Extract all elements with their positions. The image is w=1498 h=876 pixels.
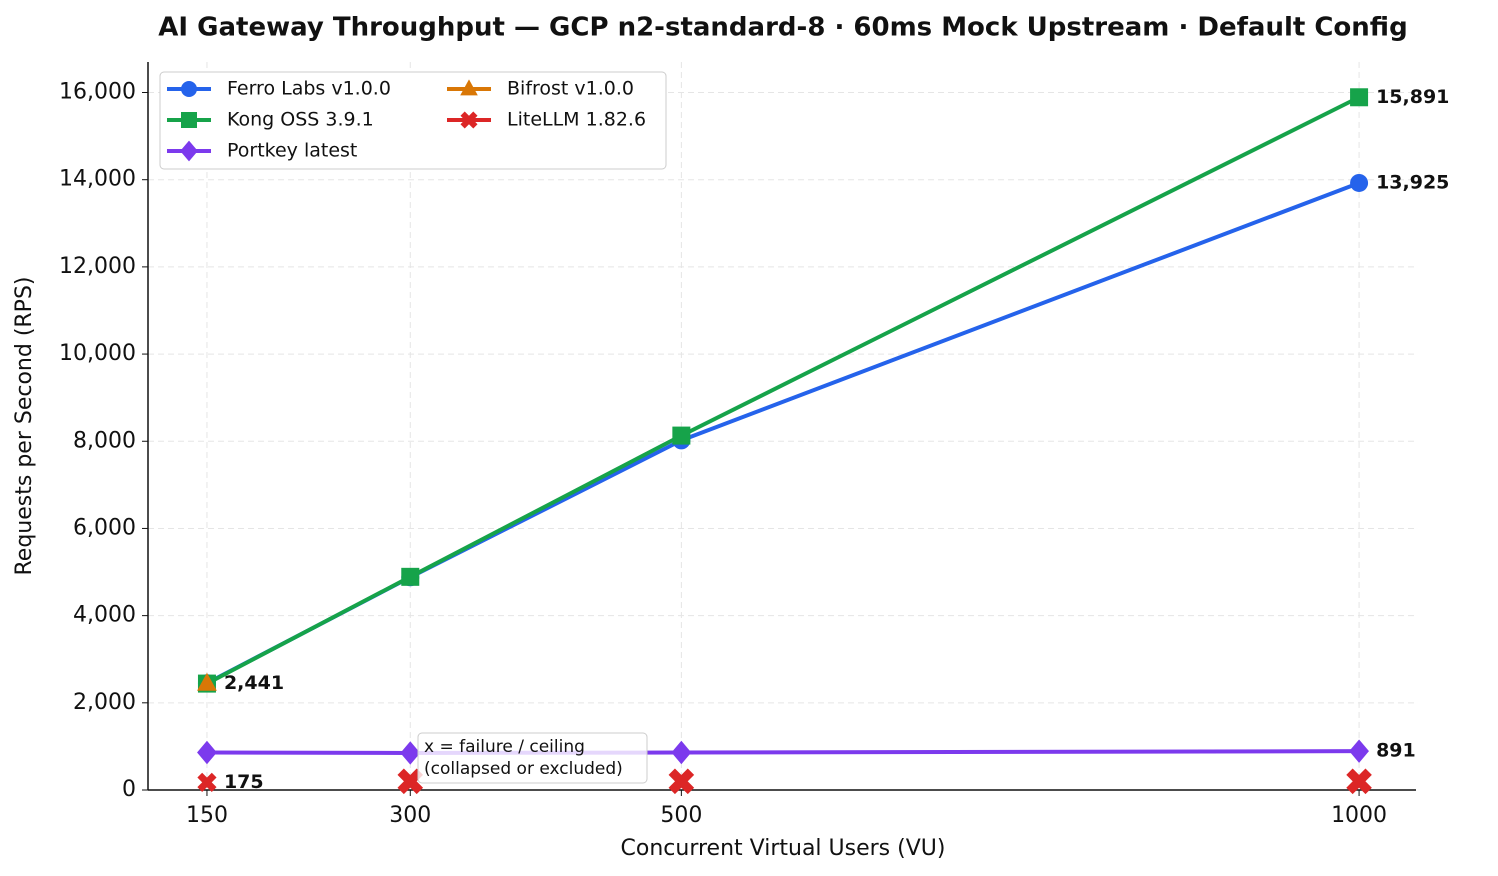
legend-marker <box>460 79 478 96</box>
marker <box>197 772 217 792</box>
legend-label: Bifrost v1.0.0 <box>507 78 634 100</box>
x-tick-label: 1000 <box>1331 803 1387 828</box>
y-tick-label: 2,000 <box>73 690 136 715</box>
x-tick-label: 300 <box>389 803 431 828</box>
chart-title: AI Gateway Throughput — GCP n2-standard-… <box>158 13 1407 43</box>
marker <box>1350 88 1369 107</box>
marker <box>1349 739 1369 763</box>
legend-label: Ferro Labs v1.0.0 <box>227 78 391 100</box>
marker <box>672 426 691 445</box>
legend-marker <box>180 140 198 162</box>
value-label: 13,925 <box>1376 171 1449 193</box>
failure-marker <box>397 768 424 795</box>
marker <box>400 741 421 765</box>
legend-label: Portkey latest <box>227 140 357 162</box>
marker <box>1350 173 1369 192</box>
y-tick-label: 16,000 <box>59 80 136 105</box>
legend-box <box>159 71 667 170</box>
y-tick-label: 10,000 <box>59 341 136 366</box>
marker <box>197 672 217 691</box>
series-line <box>206 95 1360 686</box>
y-axis-label: Requests per Second (RPS) <box>12 277 37 576</box>
y-tick-label: 8,000 <box>73 428 136 453</box>
legend-label: LiteLLM 1.82.6 <box>507 109 646 131</box>
value-label: 891 <box>1376 740 1416 762</box>
legend-marker <box>460 111 478 129</box>
failure-marker <box>668 768 695 795</box>
marker <box>197 740 217 765</box>
value-label: 15,891 <box>1376 86 1449 108</box>
y-tick-label: 12,000 <box>59 254 136 279</box>
annotation-box <box>417 732 648 784</box>
series-line <box>206 181 1360 685</box>
annotation: (collapsed or excluded) <box>424 759 623 779</box>
legend-marker <box>181 81 197 97</box>
x-tick-label: 500 <box>660 803 702 828</box>
failure-marker <box>1346 768 1372 795</box>
x-axis-label: Concurrent Virtual Users (VU) <box>621 836 946 861</box>
series-line <box>206 749 1360 755</box>
value-label: 2,441 <box>224 672 284 694</box>
y-tick-label: 14,000 <box>59 167 136 192</box>
legend-marker <box>181 112 197 128</box>
marker <box>671 740 692 765</box>
legend-label: Kong OSS 3.9.1 <box>227 109 374 131</box>
y-tick-label: 0 <box>122 777 136 802</box>
annotation: x = failure / ceiling <box>424 737 585 757</box>
marker <box>401 567 420 586</box>
x-tick-label: 150 <box>186 803 228 828</box>
y-tick-label: 6,000 <box>73 515 136 540</box>
value-label: 175 <box>224 771 264 793</box>
y-tick-label: 4,000 <box>73 603 136 628</box>
